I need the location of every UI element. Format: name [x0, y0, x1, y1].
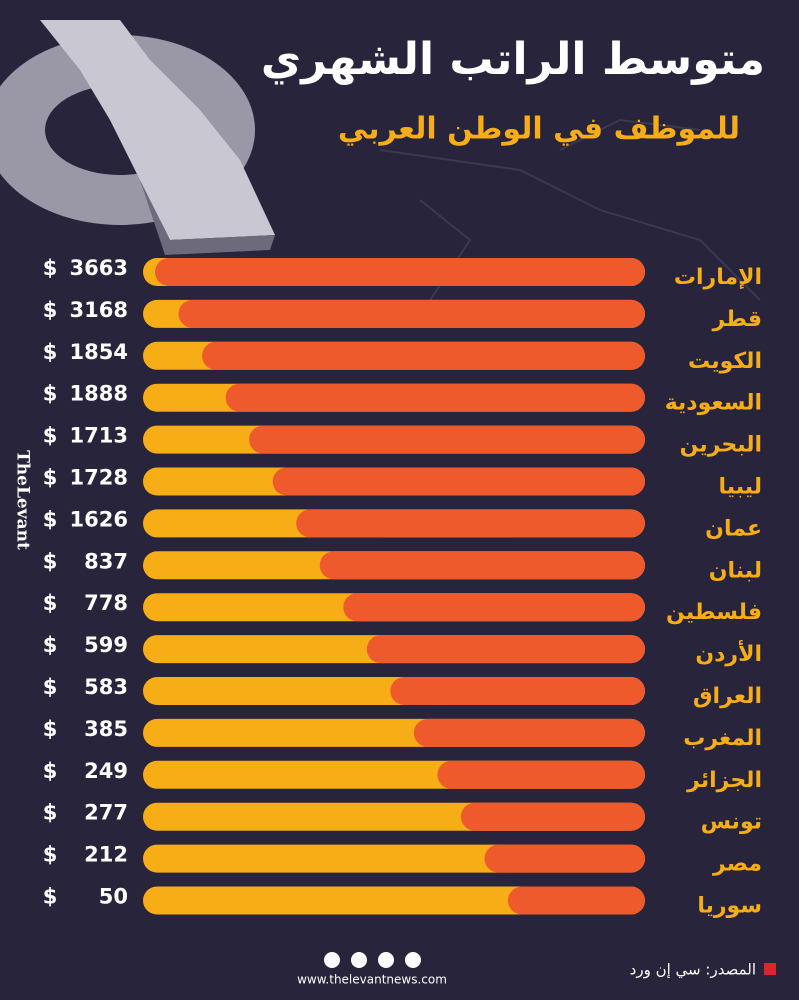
country: عمان — [705, 516, 762, 541]
country: قطر — [711, 307, 762, 332]
source: المصدر: سي إن ورد — [630, 961, 756, 980]
salary: 3168 — [70, 298, 128, 322]
salary: 599 — [84, 633, 128, 657]
country: الإمارات — [674, 265, 762, 290]
bar-accent — [178, 299, 646, 328]
bar-accent — [272, 467, 645, 496]
salary: 778 — [84, 591, 128, 615]
salary: 277 — [84, 801, 128, 825]
bar-accent — [484, 844, 645, 873]
country: الكويت — [688, 349, 762, 374]
bar-accent — [155, 258, 645, 286]
decorative-symbol — [0, 20, 275, 255]
currency: $ — [43, 675, 58, 699]
bar-accent — [343, 593, 645, 622]
bar-accent — [390, 677, 645, 705]
bar-accent — [460, 802, 645, 831]
currency: $ — [43, 591, 58, 615]
country: الجزائر — [686, 768, 762, 793]
currency: $ — [43, 885, 58, 909]
rows: الإمارات 3663 $ قطر 3168 $ الكويت 1854 $ السعودية… — [43, 256, 762, 919]
website: www.thelevantnews.com — [297, 973, 447, 987]
bar-accent — [225, 383, 645, 412]
country: البحرين — [680, 433, 762, 458]
salary: 212 — [84, 843, 128, 867]
bar-accent — [202, 341, 646, 370]
salary: 1728 — [70, 466, 128, 490]
salary: 50 — [99, 885, 128, 909]
country: المغرب — [683, 726, 762, 751]
currency: $ — [43, 507, 58, 531]
country: السعودية — [665, 391, 762, 416]
currency: $ — [43, 717, 58, 741]
bar-accent — [437, 760, 645, 789]
currency: $ — [43, 466, 58, 490]
salary: 1854 — [70, 340, 128, 364]
salary: 1888 — [70, 382, 128, 406]
currency: $ — [43, 759, 58, 783]
currency: $ — [43, 256, 58, 280]
bar-accent — [366, 635, 645, 664]
currency: $ — [43, 298, 58, 322]
salary: 1626 — [70, 507, 128, 531]
currency: $ — [43, 801, 58, 825]
bar-accent — [508, 886, 645, 915]
bar-accent — [296, 509, 645, 538]
currency: $ — [43, 382, 58, 406]
salary: 837 — [84, 549, 128, 573]
currency: $ — [43, 340, 58, 364]
salary: 583 — [84, 675, 128, 699]
currency: $ — [43, 843, 58, 867]
country: سوريا — [697, 894, 762, 919]
bar-accent — [413, 718, 645, 747]
salary: 3663 — [70, 256, 128, 280]
country: العراق — [693, 684, 762, 709]
salary: 385 — [84, 717, 128, 741]
logo: TheLevant — [13, 450, 33, 550]
bar-accent — [249, 425, 645, 454]
country: ليبيا — [719, 475, 762, 500]
country: الأردن — [695, 639, 762, 667]
country: فلسطين — [666, 600, 762, 625]
currency: $ — [43, 424, 58, 448]
country: مصر — [712, 852, 762, 877]
country: لبنان — [709, 558, 762, 583]
title: متوسط الراتب الشهري — [261, 34, 765, 85]
salary: 1713 — [70, 424, 128, 448]
bar-accent — [319, 551, 645, 580]
social-icons — [324, 952, 421, 968]
source-marker — [764, 963, 776, 975]
subtitle: للموظف في الوطن العربي — [338, 112, 740, 147]
country: تونس — [701, 810, 762, 835]
currency: $ — [43, 549, 58, 573]
currency: $ — [43, 633, 58, 657]
salary: 249 — [84, 759, 128, 783]
